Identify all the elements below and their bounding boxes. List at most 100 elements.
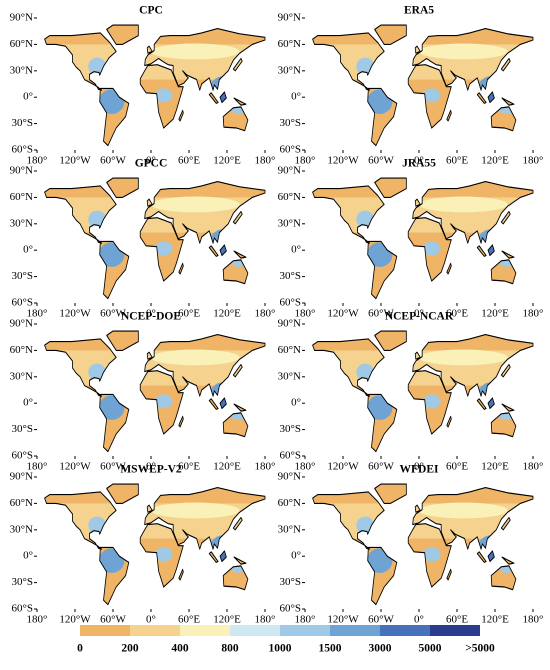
panel-title: NCEP-NCAR	[385, 311, 454, 323]
x-tick-label: 0°	[414, 461, 424, 473]
x-tick-label: 180°	[27, 614, 48, 626]
x-tick-label: 180°	[255, 308, 276, 320]
x-tick-label: 120°E	[213, 614, 241, 626]
world-map	[37, 477, 265, 609]
colorbar-label: 0	[77, 643, 83, 655]
y-tick-label: 90°N	[10, 165, 33, 177]
y-tick-label: 60°N	[10, 497, 33, 509]
y-tick-label: 90°N	[278, 318, 301, 330]
x-tick-label: 60°W	[100, 155, 126, 167]
colorbar-swatch	[180, 625, 230, 636]
y-tick-label: 30°S	[279, 423, 301, 435]
x-tick-label: 60°W	[368, 461, 394, 473]
y-tick-label: 30°N	[278, 523, 301, 535]
x-tick-label: 180°	[255, 461, 276, 473]
x-tick-label: 120°W	[327, 461, 359, 473]
y-tick-label: 30°N	[10, 370, 33, 382]
x-tick-label: 60°E	[178, 155, 200, 167]
y-tick-label: 0°	[23, 550, 33, 562]
y-tick-label: 90°N	[10, 318, 33, 330]
x-tick-label: 180°	[255, 614, 276, 626]
x-tick-label: 180°	[523, 308, 544, 320]
y-tick-label: 30°S	[11, 423, 33, 435]
y-tick-label: 30°S	[279, 117, 301, 129]
y-tick-label: 0°	[291, 91, 301, 103]
x-tick-label: 0°	[414, 614, 424, 626]
world-map	[305, 18, 533, 150]
y-tick-label: 60°N	[278, 497, 301, 509]
y-tick-label: 60°N	[10, 344, 33, 356]
y-tick-label: 60°S	[279, 297, 301, 309]
y-tick-label: 0°	[291, 244, 301, 256]
panel-title: ERA5	[404, 5, 434, 17]
y-tick-label: 90°N	[10, 471, 33, 483]
colorbar-swatch	[330, 625, 380, 636]
x-tick-label: 120°E	[481, 461, 509, 473]
x-tick-label: 120°W	[59, 308, 91, 320]
y-tick-label: 30°S	[11, 270, 33, 282]
x-tick-label: 180°	[27, 461, 48, 473]
y-tick-label: 0°	[291, 397, 301, 409]
y-tick-label: 90°N	[10, 12, 33, 24]
x-tick-label: 120°E	[213, 308, 241, 320]
x-tick-label: 0°	[146, 155, 156, 167]
x-tick-label: 60°E	[178, 614, 200, 626]
y-tick-label: 30°N	[278, 64, 301, 76]
y-tick-label: 30°N	[10, 523, 33, 535]
world-map	[305, 477, 533, 609]
colorbar: 0 200 400 800 1000 1500 3000 5000 >5000	[77, 625, 495, 655]
panel-title: WFDEI	[400, 464, 440, 476]
panel-title: JRA55	[402, 158, 436, 170]
y-tick-label: 60°S	[11, 297, 33, 309]
x-tick-label: 180°	[255, 155, 276, 167]
colorbar-swatch	[130, 625, 180, 636]
x-tick-label: 60°W	[100, 461, 126, 473]
y-tick-label: 60°S	[279, 144, 301, 156]
y-tick-label: 0°	[23, 91, 33, 103]
y-tick-label: 30°N	[278, 370, 301, 382]
x-tick-label: 180°	[523, 614, 544, 626]
x-tick-label: 180°	[295, 461, 316, 473]
x-tick-label: 60°E	[178, 308, 200, 320]
map-panel: CPC 180° 120°W 60°W 0° 60°E 120°E 180° 90°N 60°N 3…	[10, 5, 276, 167]
y-tick-label: 30°N	[10, 217, 33, 229]
x-tick-label: 180°	[295, 155, 316, 167]
x-tick-label: 0°	[414, 155, 424, 167]
y-tick-label: 30°S	[11, 117, 33, 129]
y-tick-label: 60°N	[10, 38, 33, 50]
x-tick-label: 60°W	[368, 155, 394, 167]
colorbar-label: >5000	[465, 643, 495, 655]
x-tick-label: 60°E	[178, 461, 200, 473]
x-tick-label: 180°	[295, 614, 316, 626]
x-tick-label: 60°E	[446, 614, 468, 626]
y-tick-label: 30°S	[279, 576, 301, 588]
x-tick-label: 120°W	[327, 155, 359, 167]
x-tick-label: 0°	[146, 461, 156, 473]
x-tick-label: 120°E	[481, 614, 509, 626]
y-tick-label: 0°	[23, 397, 33, 409]
y-tick-label: 30°N	[278, 217, 301, 229]
colorbar-swatch	[280, 625, 330, 636]
x-tick-label: 60°E	[446, 155, 468, 167]
colorbar-label: 3000	[369, 643, 392, 655]
map-panel: ERA5 180° 120°W 60°W 0° 60°E 120°E 180° 90°N 60°N…	[278, 5, 544, 167]
colorbar-swatch	[80, 625, 130, 636]
y-tick-label: 60°N	[10, 191, 33, 203]
x-tick-label: 180°	[27, 155, 48, 167]
x-tick-label: 120°W	[327, 308, 359, 320]
y-tick-label: 90°N	[278, 471, 301, 483]
x-tick-label: 0°	[414, 308, 424, 320]
x-tick-label: 120°W	[59, 461, 91, 473]
world-map	[305, 324, 533, 456]
y-tick-label: 60°S	[11, 450, 33, 462]
x-tick-label: 180°	[27, 308, 48, 320]
x-tick-label: 120°W	[59, 155, 91, 167]
panel-title: MSWEP-V2	[120, 464, 182, 476]
x-tick-label: 120°W	[327, 614, 359, 626]
x-tick-label: 120°E	[481, 308, 509, 320]
world-map	[37, 171, 265, 303]
